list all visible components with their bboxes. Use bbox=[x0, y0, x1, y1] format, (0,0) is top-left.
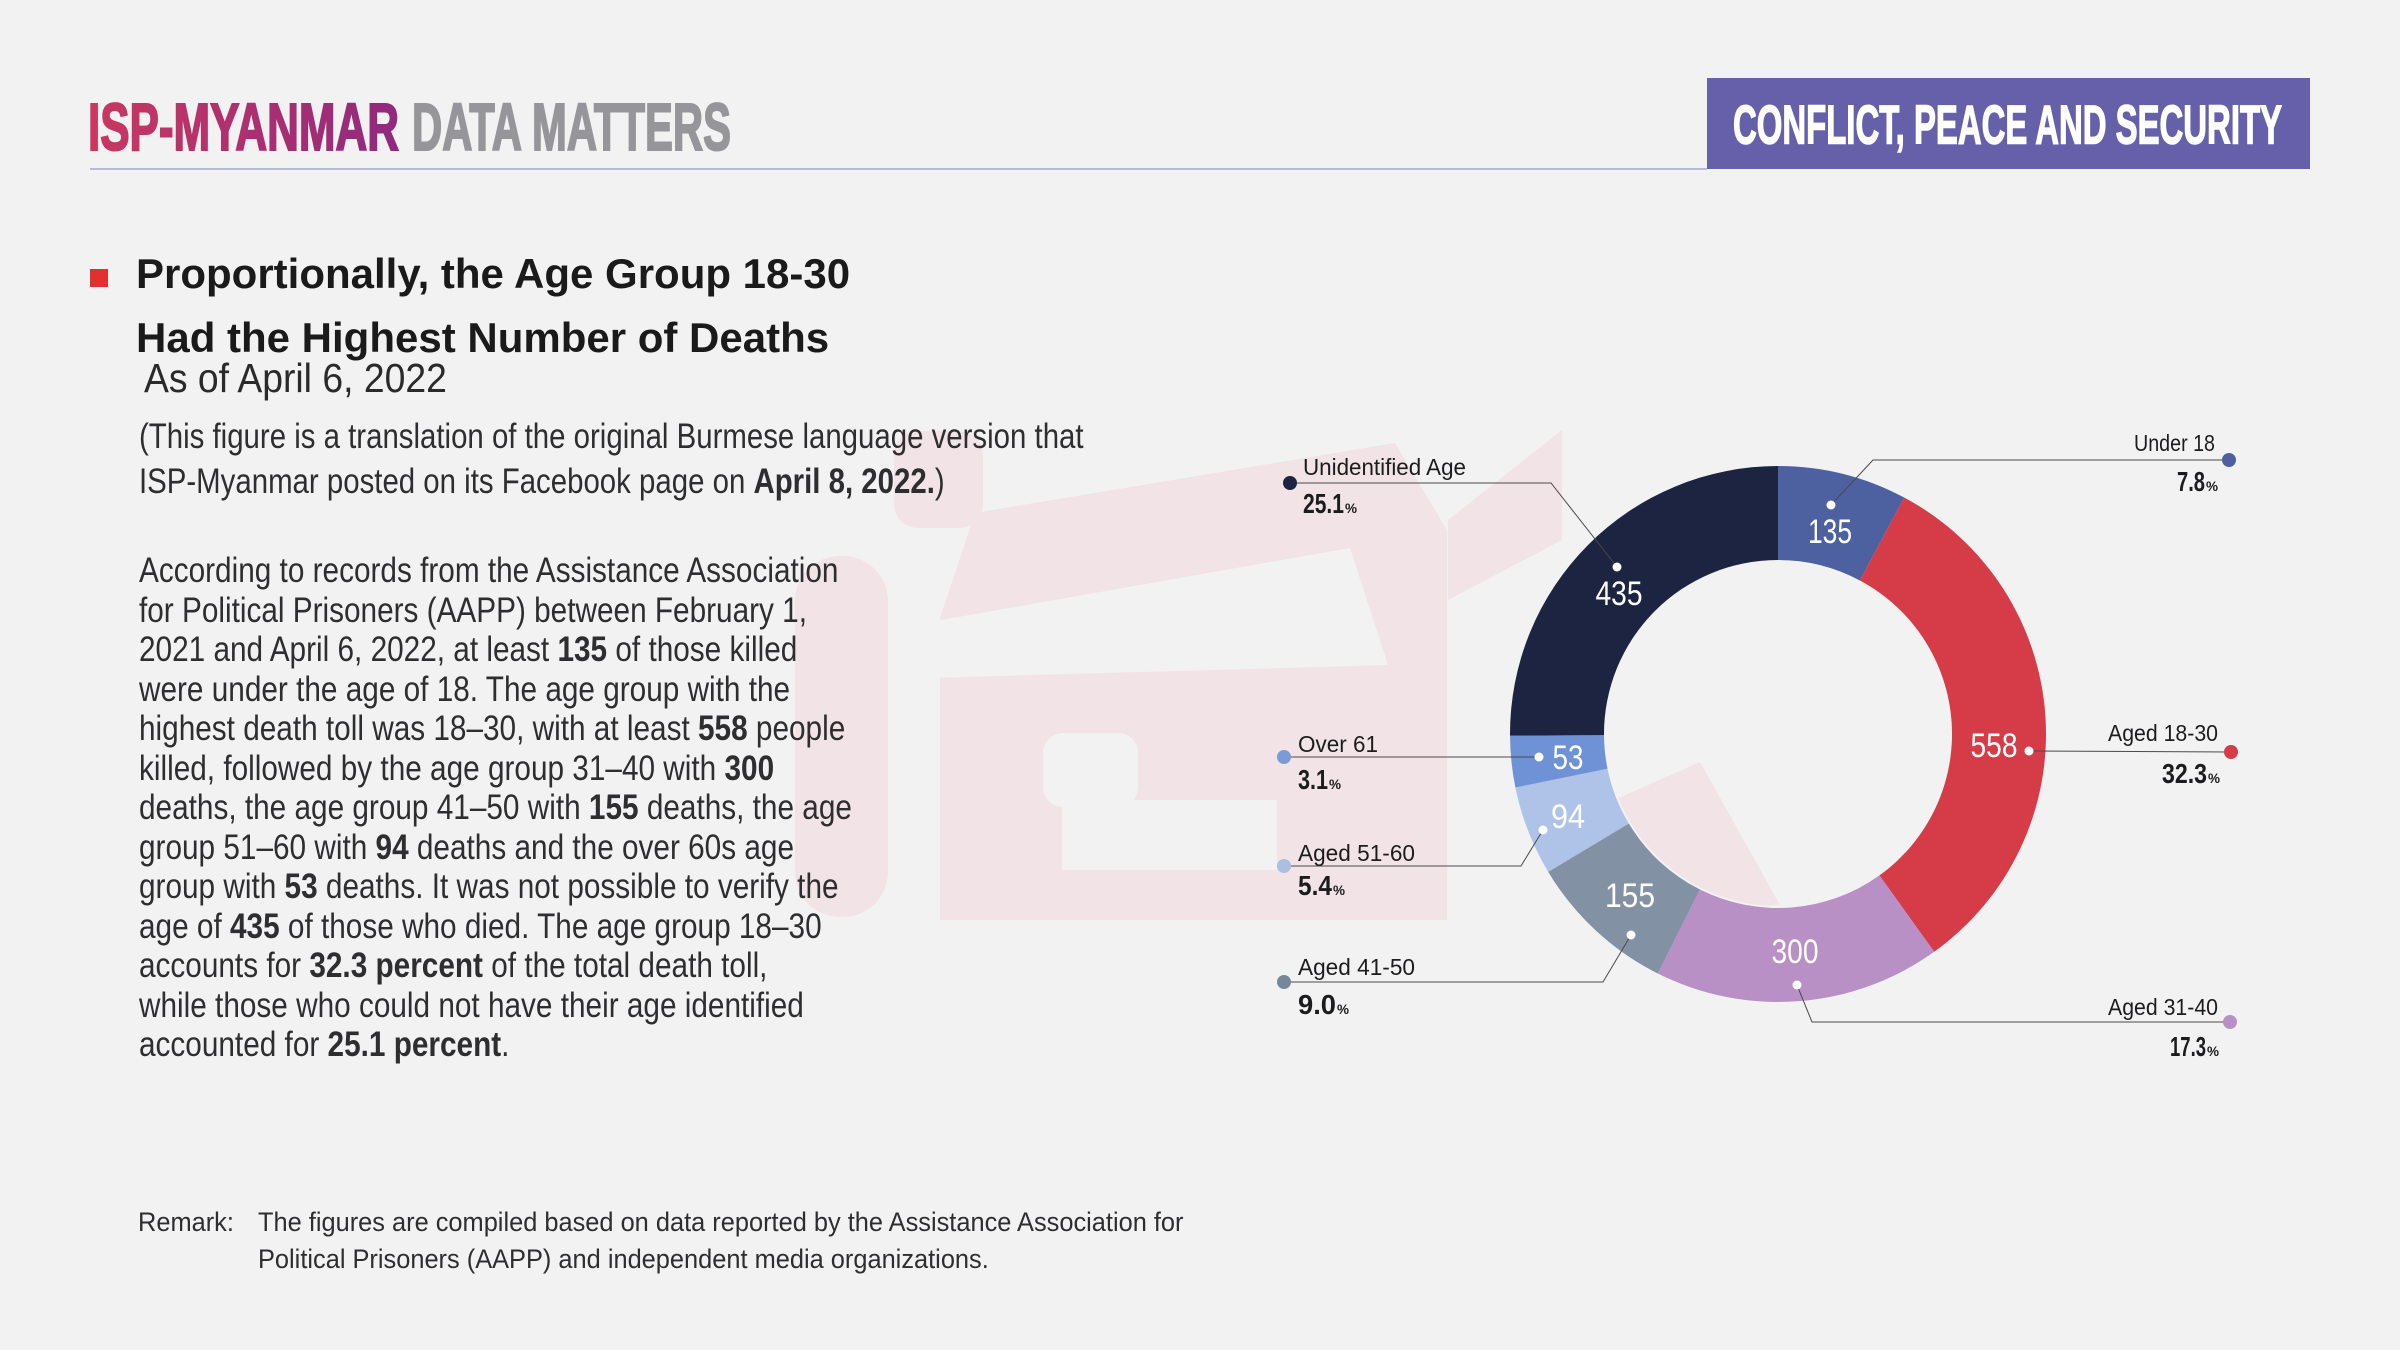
svg-text:Aged 18-30: Aged 18-30 bbox=[2108, 720, 2218, 746]
svg-text:3.1: 3.1 bbox=[1298, 764, 1328, 795]
svg-text:ISP-MYANMAR: ISP-MYANMAR bbox=[88, 90, 399, 165]
svg-text:53: 53 bbox=[1553, 739, 1584, 777]
svg-text:%: % bbox=[2208, 771, 2220, 786]
svg-text:435: 435 bbox=[1596, 575, 1643, 613]
svg-text:135: 135 bbox=[1808, 513, 1852, 551]
svg-text:17.3: 17.3 bbox=[2170, 1031, 2206, 1062]
svg-text:%: % bbox=[1333, 883, 1345, 898]
svg-text:558: 558 bbox=[1971, 727, 2018, 765]
svg-text:%: % bbox=[2207, 1044, 2219, 1059]
svg-text:9.0: 9.0 bbox=[1298, 989, 1336, 1020]
svg-text:%: % bbox=[2206, 479, 2218, 494]
svg-text:Unidentified Age: Unidentified Age bbox=[1303, 454, 1466, 480]
svg-text:94: 94 bbox=[1551, 798, 1585, 836]
svg-text:Under 18: Under 18 bbox=[2134, 430, 2215, 456]
svg-text:%: % bbox=[1345, 501, 1357, 516]
svg-text:Over 61: Over 61 bbox=[1298, 731, 1378, 757]
svg-text:300: 300 bbox=[1772, 933, 1819, 971]
svg-text:%: % bbox=[1329, 777, 1341, 792]
svg-text:32.3: 32.3 bbox=[2162, 758, 2207, 789]
svg-text:CONFLICT, PEACE AND SECURITY: CONFLICT, PEACE AND SECURITY bbox=[1733, 94, 2282, 156]
svg-text:5.4: 5.4 bbox=[1298, 870, 1333, 901]
svg-text:Aged 31-40: Aged 31-40 bbox=[2108, 994, 2218, 1020]
svg-text:DATA MATTERS: DATA MATTERS bbox=[412, 90, 731, 165]
svg-text:155: 155 bbox=[1605, 877, 1655, 915]
svg-text:25.1: 25.1 bbox=[1303, 488, 1344, 519]
svg-text:%: % bbox=[1337, 1002, 1349, 1017]
svg-text:7.8: 7.8 bbox=[2177, 466, 2205, 497]
svg-text:Aged 41-50: Aged 41-50 bbox=[1298, 954, 1415, 980]
svg-text:Aged 51-60: Aged 51-60 bbox=[1298, 840, 1415, 866]
